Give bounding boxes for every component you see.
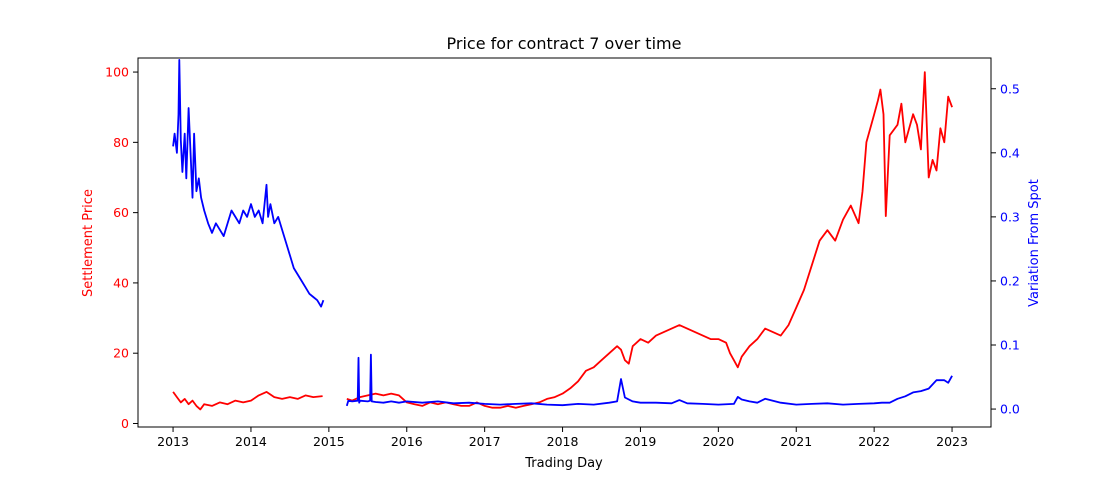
y-left-tick-label: 40 <box>113 275 129 290</box>
x-tick-label: 2013 <box>157 434 189 449</box>
y-right-tick-label: 0.2 <box>1000 273 1020 288</box>
y-axis-right-label: Variation From Spot <box>1027 179 1042 307</box>
y-right-tick-label: 0.0 <box>1000 402 1020 417</box>
y-left-tick-label: 100 <box>105 65 129 80</box>
y-axis-right: 0.0 0.1 0.2 0.3 0.4 0.5 <box>991 81 1020 417</box>
x-tick-label: 2020 <box>702 434 734 449</box>
plot-area <box>137 57 992 428</box>
variation-from-spot-line-2 <box>345 353 953 407</box>
y-right-tick-label: 0.4 <box>1000 145 1020 160</box>
y-axis-left: 0 20 40 60 80 100 <box>105 65 138 431</box>
series-layer <box>172 59 953 411</box>
x-tick-label: 2014 <box>235 434 267 449</box>
settlement-price-line-2 <box>346 71 953 409</box>
x-tick-label: 2016 <box>391 434 423 449</box>
y-right-tick-label: 0.1 <box>1000 338 1020 353</box>
settlement-price-line-1 <box>172 390 323 411</box>
x-tick-label: 2021 <box>780 434 812 449</box>
x-tick-label: 2022 <box>858 434 890 449</box>
chart-title: Price for contract 7 over time <box>447 34 682 53</box>
x-axis: 2013 2014 2015 2016 2017 2018 2019 2020 2021 2022… <box>157 427 968 449</box>
x-tick-label: 2017 <box>469 434 501 449</box>
y-right-tick-label: 0.3 <box>1000 209 1020 224</box>
x-tick-label: 2018 <box>547 434 579 449</box>
x-tick-label: 2019 <box>625 434 657 449</box>
y-left-tick-label: 0 <box>121 416 129 431</box>
y-left-tick-label: 20 <box>113 346 129 361</box>
variation-from-spot-line-1 <box>172 59 325 308</box>
y-left-tick-label: 80 <box>113 135 129 150</box>
x-tick-label: 2015 <box>313 434 345 449</box>
y-right-tick-label: 0.5 <box>1000 81 1020 96</box>
x-axis-label: Trading Day <box>524 456 603 471</box>
x-tick-label: 2023 <box>936 434 968 449</box>
y-left-tick-label: 60 <box>113 205 129 220</box>
y-axis-left-label: Settlement Price <box>81 189 96 297</box>
